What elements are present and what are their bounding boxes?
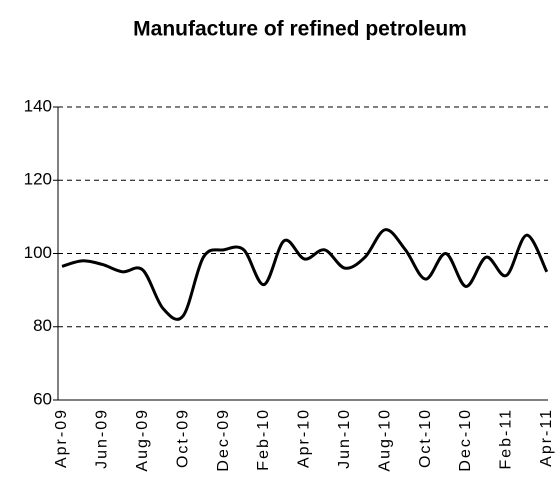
x-tick-label: Feb-10 <box>255 408 272 471</box>
y-tick-label: 140 <box>24 96 52 115</box>
x-tick-label: Feb-11 <box>498 408 515 470</box>
x-tick-label: Jun-09 <box>94 408 111 469</box>
chart-title: Manufacture of refined petroleum <box>133 18 467 41</box>
line <box>61 228 549 321</box>
x-tick-label: Dec-10 <box>457 408 474 472</box>
x-tick-label: Oct-10 <box>417 408 434 468</box>
x-tick-label: Jun-10 <box>336 408 353 469</box>
y-tick-label: 120 <box>24 170 52 189</box>
y-tick-label: 60 <box>33 389 52 408</box>
x-tick-label: Apr-09 <box>53 408 70 468</box>
x-tick-label: Apr-10 <box>296 408 313 468</box>
y-tick-label: 100 <box>24 243 52 262</box>
x-tick-label: Aug-10 <box>376 408 393 472</box>
y-tick-label: 80 <box>33 316 52 335</box>
x-tick-label: Aug-09 <box>134 408 151 472</box>
x-tick-label: Apr-11 <box>538 408 555 467</box>
x-tick-label: Oct-09 <box>174 408 191 468</box>
x-tick-label: Dec-09 <box>215 408 232 472</box>
